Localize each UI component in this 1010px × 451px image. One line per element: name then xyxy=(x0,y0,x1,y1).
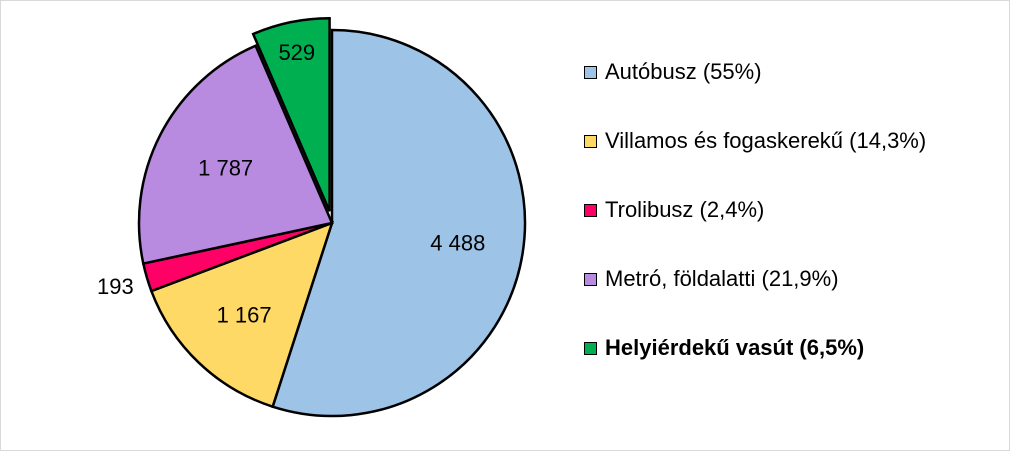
legend: Autóbusz (55%) Villamos és fogaskerekű (… xyxy=(584,57,926,402)
legend-swatch xyxy=(584,272,597,286)
legend-swatch xyxy=(584,134,597,148)
legend-label: Autóbusz (55%) xyxy=(605,59,762,84)
data-label: 4 488 xyxy=(430,230,485,255)
slice-metro xyxy=(137,44,334,266)
data-label: 193 xyxy=(97,274,134,299)
data-label: 1 787 xyxy=(198,156,253,181)
legend-swatch xyxy=(584,65,597,79)
legend-label: Metró, földalatti (21,9%) xyxy=(605,266,839,291)
legend-item-metro: Metró, földalatti (21,9%) xyxy=(584,264,926,294)
legend-label: Trolibusz (2,4%) xyxy=(605,197,765,222)
slice-villamos xyxy=(149,220,334,409)
legend-item-autobusz: Autóbusz (55%) xyxy=(584,57,926,87)
legend-item-hev: Helyiérdekű vasút (6,5%) xyxy=(584,333,926,363)
legend-item-villamos: Villamos és fogaskerekű (14,3%) xyxy=(584,126,926,156)
slice-autobusz xyxy=(271,28,527,418)
legend-swatch xyxy=(584,341,597,355)
legend-swatch xyxy=(584,203,597,217)
legend-item-trolibusz: Trolibusz (2,4%) xyxy=(584,195,926,225)
data-label: 1 167 xyxy=(217,303,272,328)
legend-label: Villamos és fogaskerekű (14,3%) xyxy=(605,128,927,153)
legend-label: Helyiérdekű vasút (6,5%) xyxy=(605,335,865,360)
slice-hev xyxy=(251,16,331,212)
data-label: 529 xyxy=(278,40,315,65)
